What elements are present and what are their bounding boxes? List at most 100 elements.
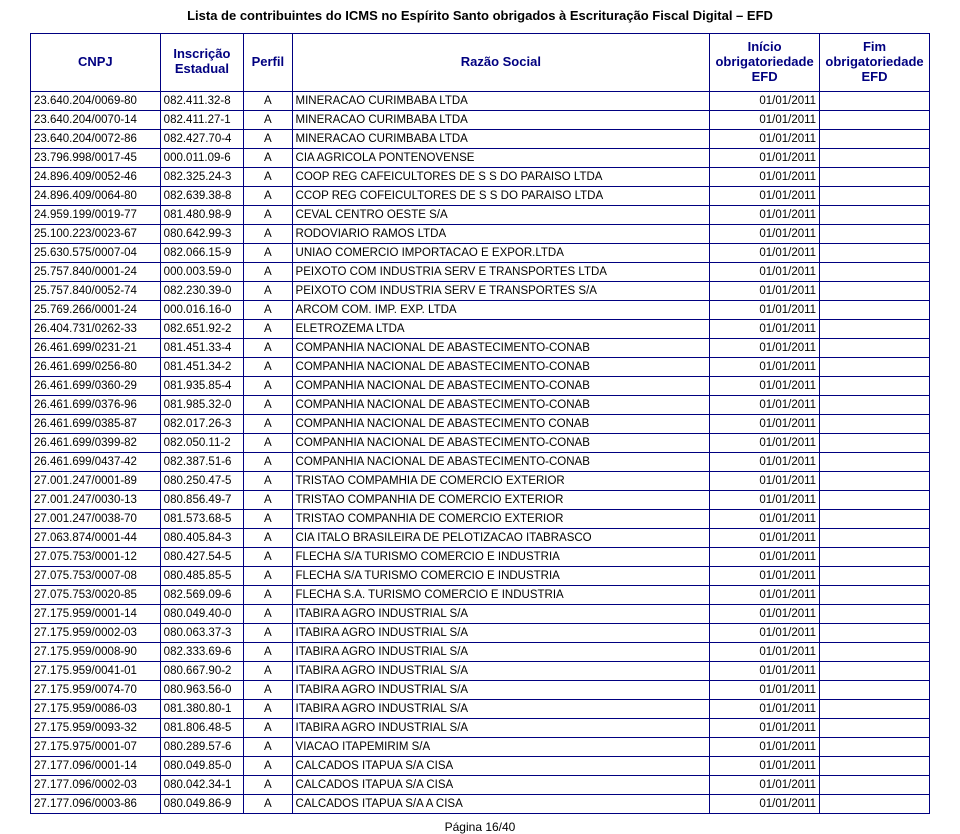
cell-inscricao: 080.049.40-0 <box>160 604 244 623</box>
cell-cnpj: 27.001.247/0038-70 <box>31 509 161 528</box>
cell-cnpj: 25.630.575/0007-04 <box>31 243 161 262</box>
cell-inscricao: 080.667.90-2 <box>160 661 244 680</box>
cell-inicio: 01/01/2011 <box>710 528 820 547</box>
cell-perfil: A <box>244 623 292 642</box>
table-row: 23.640.204/0070-14082.411.27-1AMINERACAO… <box>31 110 930 129</box>
cell-cnpj: 23.640.204/0072-86 <box>31 129 161 148</box>
cell-perfil: A <box>244 699 292 718</box>
cell-cnpj: 24.959.199/0019-77 <box>31 205 161 224</box>
cell-perfil: A <box>244 395 292 414</box>
cell-fim <box>820 338 930 357</box>
cell-fim <box>820 319 930 338</box>
cell-cnpj: 27.001.247/0030-13 <box>31 490 161 509</box>
cell-perfil: A <box>244 186 292 205</box>
cell-fim <box>820 452 930 471</box>
table-row: 27.175.959/0002-03080.063.37-3AITABIRA A… <box>31 623 930 642</box>
cell-razao: VIACAO ITAPEMIRIM S/A <box>292 737 710 756</box>
cell-fim <box>820 585 930 604</box>
cell-razao: CALCADOS ITAPUA S/A A CISA <box>292 794 710 813</box>
table-row: 27.177.096/0003-86080.049.86-9ACALCADOS … <box>31 794 930 813</box>
cell-inicio: 01/01/2011 <box>710 205 820 224</box>
cell-perfil: A <box>244 642 292 661</box>
cell-cnpj: 25.757.840/0001-24 <box>31 262 161 281</box>
cell-razao: PEIXOTO COM INDUSTRIA SERV E TRANSPORTES… <box>292 281 710 300</box>
cell-perfil: A <box>244 224 292 243</box>
cell-inicio: 01/01/2011 <box>710 794 820 813</box>
cell-inscricao: 081.806.48-5 <box>160 718 244 737</box>
cell-cnpj: 27.175.959/0093-32 <box>31 718 161 737</box>
cell-cnpj: 27.175.975/0001-07 <box>31 737 161 756</box>
table-row: 27.075.753/0001-12080.427.54-5AFLECHA S/… <box>31 547 930 566</box>
cell-razao: CCOP REG COFEICULTORES DE S S DO PARAISO… <box>292 186 710 205</box>
cell-fim <box>820 433 930 452</box>
table-row: 25.757.840/0052-74082.230.39-0APEIXOTO C… <box>31 281 930 300</box>
cell-inicio: 01/01/2011 <box>710 623 820 642</box>
cell-inscricao: 080.642.99-3 <box>160 224 244 243</box>
cell-razao: ITABIRA AGRO INDUSTRIAL S/A <box>292 604 710 623</box>
col-inicio: Início obrigatoriedade EFD <box>710 34 820 92</box>
table-row: 27.175.959/0008-90082.333.69-6AITABIRA A… <box>31 642 930 661</box>
cell-cnpj: 24.896.409/0052-46 <box>31 167 161 186</box>
cell-cnpj: 26.461.699/0385-87 <box>31 414 161 433</box>
cell-razao: ITABIRA AGRO INDUSTRIAL S/A <box>292 642 710 661</box>
cell-razao: FLECHA S.A. TURISMO COMERCIO E INDUSTRIA <box>292 585 710 604</box>
page-title: Lista de contribuintes do ICMS no Espíri… <box>30 8 930 23</box>
cell-inscricao: 000.016.16-0 <box>160 300 244 319</box>
cell-perfil: A <box>244 319 292 338</box>
cell-inicio: 01/01/2011 <box>710 338 820 357</box>
cell-inicio: 01/01/2011 <box>710 509 820 528</box>
cell-razao: MINERACAO CURIMBABA LTDA <box>292 91 710 110</box>
cell-perfil: A <box>244 737 292 756</box>
cell-razao: CEVAL CENTRO OESTE S/A <box>292 205 710 224</box>
cell-inscricao: 080.042.34-1 <box>160 775 244 794</box>
cell-perfil: A <box>244 129 292 148</box>
cell-inscricao: 082.050.11-2 <box>160 433 244 452</box>
cell-inicio: 01/01/2011 <box>710 718 820 737</box>
cell-fim <box>820 186 930 205</box>
table-row: 26.461.699/0231-21081.451.33-4ACOMPANHIA… <box>31 338 930 357</box>
cell-inicio: 01/01/2011 <box>710 281 820 300</box>
cell-fim <box>820 756 930 775</box>
cell-fim <box>820 395 930 414</box>
cell-razao: ARCOM COM. IMP. EXP. LTDA <box>292 300 710 319</box>
cell-perfil: A <box>244 433 292 452</box>
cell-fim <box>820 376 930 395</box>
table-row: 27.175.959/0086-03081.380.80-1AITABIRA A… <box>31 699 930 718</box>
cell-perfil: A <box>244 471 292 490</box>
cell-perfil: A <box>244 414 292 433</box>
cell-perfil: A <box>244 91 292 110</box>
cell-cnpj: 27.177.096/0002-03 <box>31 775 161 794</box>
cell-fim <box>820 281 930 300</box>
table-row: 23.640.204/0069-80082.411.32-8AMINERACAO… <box>31 91 930 110</box>
cell-cnpj: 27.177.096/0003-86 <box>31 794 161 813</box>
cell-perfil: A <box>244 509 292 528</box>
cell-fim <box>820 699 930 718</box>
cell-inicio: 01/01/2011 <box>710 243 820 262</box>
cell-inscricao: 000.003.59-0 <box>160 262 244 281</box>
table-row: 26.461.699/0256-80081.451.34-2ACOMPANHIA… <box>31 357 930 376</box>
cell-inscricao: 082.387.51-6 <box>160 452 244 471</box>
cell-cnpj: 27.175.959/0086-03 <box>31 699 161 718</box>
cell-razao: CIA AGRICOLA PONTENOVENSE <box>292 148 710 167</box>
table-row: 26.461.699/0399-82082.050.11-2ACOMPANHIA… <box>31 433 930 452</box>
cell-perfil: A <box>244 243 292 262</box>
cell-inicio: 01/01/2011 <box>710 452 820 471</box>
cell-perfil: A <box>244 490 292 509</box>
cell-inicio: 01/01/2011 <box>710 262 820 281</box>
cell-cnpj: 27.175.959/0041-01 <box>31 661 161 680</box>
cell-fim <box>820 91 930 110</box>
cell-perfil: A <box>244 547 292 566</box>
cell-inscricao: 081.985.32-0 <box>160 395 244 414</box>
cell-fim <box>820 775 930 794</box>
cell-cnpj: 23.640.204/0070-14 <box>31 110 161 129</box>
cell-cnpj: 27.175.959/0001-14 <box>31 604 161 623</box>
cell-perfil: A <box>244 205 292 224</box>
cell-inicio: 01/01/2011 <box>710 414 820 433</box>
cell-cnpj: 25.769.266/0001-24 <box>31 300 161 319</box>
cell-inicio: 01/01/2011 <box>710 148 820 167</box>
cell-cnpj: 27.175.959/0008-90 <box>31 642 161 661</box>
cell-cnpj: 26.461.699/0437-42 <box>31 452 161 471</box>
cell-perfil: A <box>244 585 292 604</box>
cell-inscricao: 081.451.33-4 <box>160 338 244 357</box>
cell-inicio: 01/01/2011 <box>710 642 820 661</box>
